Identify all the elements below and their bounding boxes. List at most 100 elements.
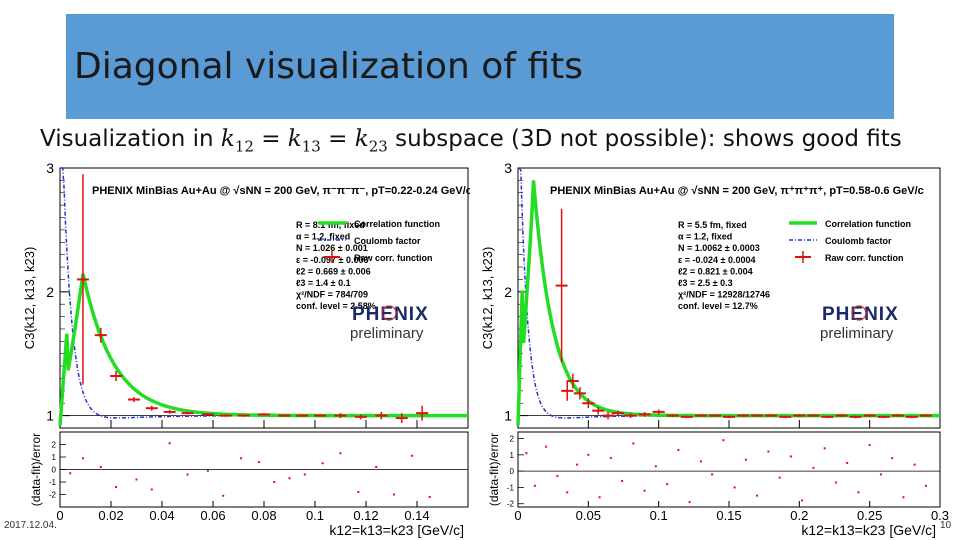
fit-parameter: N = 1.0062 ± 0.0003 [678, 243, 760, 253]
fit-parameter: R = 5.5 fm, fixed [678, 220, 747, 230]
legend-fit-label: Correlation function [825, 219, 911, 229]
residual-point [150, 488, 153, 491]
residual-point [632, 442, 635, 445]
x-tick-label: 0.1 [306, 508, 324, 523]
page-number: 10 [940, 520, 952, 531]
fit-parameter: ℓ3 = 1.4 ± 0.1 [296, 278, 351, 288]
residual-point [666, 483, 669, 486]
phenix-logo: PHENIX [352, 304, 429, 325]
preliminary-label: preliminary [820, 325, 894, 342]
residual-point [206, 469, 209, 472]
residual-point [857, 491, 860, 494]
residual-point [257, 461, 260, 463]
residual-point [288, 477, 291, 480]
y-axis-label: C3(k12, k13, k23) [22, 247, 37, 350]
x-axis-label: k12=k13=k23 [GeV/c] [329, 522, 464, 538]
legend-fit-label: Correlation function [354, 219, 440, 229]
x-tick-label: 0.06 [200, 508, 225, 523]
subtitle-prefix: Visualization in [40, 126, 221, 152]
fit-parameter: R = 8.1 fm, fixed [296, 220, 365, 230]
residual-point [393, 493, 396, 496]
residual-point [767, 450, 770, 453]
residual-point [115, 486, 118, 488]
y-tick-label: 3 [46, 160, 54, 176]
residual-point [879, 473, 882, 476]
resid-y-tick-label: -2 [49, 491, 57, 500]
resid-y-tick-label: 0 [510, 467, 515, 476]
y-tick-label: 1 [46, 408, 54, 424]
fit-parameter: ℓ3 = 2.5 ± 0.3 [678, 278, 733, 288]
fit-parameter: N = 1.026 ± 0.001 [296, 243, 368, 253]
fit-curve [58, 273, 468, 426]
phenix-logo-burst-icon [381, 305, 397, 321]
x-tick-label: 0.25 [857, 508, 882, 523]
residual-point [868, 444, 871, 447]
fit-parameter: conf. level = 12.7% [678, 301, 758, 311]
residual-point [357, 491, 360, 493]
x-tick-label: 0.05 [576, 508, 601, 523]
fit-parameter: ℓ2 = 0.669 ± 0.006 [296, 266, 371, 276]
main-plot-frame [59, 167, 469, 429]
y-axis-label: C3(k12, k13, k23) [482, 247, 495, 350]
residual-point [812, 466, 815, 469]
residual-point [722, 439, 725, 442]
residual-point [846, 461, 849, 464]
preliminary-label: preliminary [350, 325, 424, 342]
residual-point [913, 463, 916, 466]
fit-parameter: α = 1.2, fixed [678, 232, 732, 242]
residual-point [823, 447, 826, 450]
fit-parameter: ℓ2 = 0.821 ± 0.004 [678, 266, 753, 276]
residual-plot-frame [517, 431, 941, 508]
resid-y-tick-label: 1 [510, 451, 515, 460]
legend-coulomb-label: Coulomb factor [354, 236, 421, 246]
fit-parameter: ε = -0.024 ± 0.0004 [678, 255, 756, 265]
resid-y-axis-label: (data-fit)/error [29, 433, 43, 506]
plot-header: PHENIX MinBias Au+Au @ √sNN = 200 GeV, π… [92, 185, 470, 197]
residual-point [643, 489, 646, 492]
residual-point [621, 479, 624, 482]
resid-y-tick-label: -1 [49, 478, 57, 487]
left-plot-panel: 1 2 3 C3(k12, k13, k23) 2 1 0 -1 -2 (data-fit)/er… [0, 160, 470, 540]
residual-point [576, 463, 579, 466]
residual-point [321, 462, 324, 465]
residual-point [99, 466, 102, 468]
x-tick-label: 0.15 [716, 508, 741, 523]
residual-point [222, 494, 225, 497]
residual-point [69, 472, 72, 475]
plot-header: PHENIX MinBias Au+Au @ √sNN = 200 GeV, π… [550, 185, 924, 197]
residual-point [677, 448, 680, 451]
residual-point [609, 457, 612, 460]
fit-parameter: χ²/NDF = 12928/12746 [678, 290, 770, 300]
resid-y-tick-label: -1 [507, 483, 515, 492]
resid-y-tick-label: 2 [510, 435, 515, 444]
residual-point [375, 466, 378, 468]
x-tick-label: 0 [56, 508, 63, 523]
x-axis-label: k12=k13=k23 [GeV/c] [801, 522, 936, 538]
residual-point [891, 457, 894, 460]
residual-point [801, 499, 804, 502]
residual-point [733, 486, 736, 489]
residual-point [902, 496, 905, 499]
left-plot: 1 2 3 C3(k12, k13, k23) 2 1 0 -1 -2 (data-fit)/er… [22, 160, 470, 538]
resid-y-tick-label: 2 [52, 441, 57, 450]
legend-raw-label: Raw corr. function [354, 253, 433, 263]
subtitle-suffix: subspace (3D not possible): shows good f… [387, 126, 902, 152]
y-tick-label: 3 [504, 160, 512, 176]
residual-point [587, 453, 590, 456]
residual-point [339, 452, 342, 455]
residual-point [303, 473, 306, 476]
resid-y-axis-label: (data-fit)/error [487, 433, 501, 506]
residual-point [410, 454, 413, 457]
right-plot-panel: 1 2 3 C3(k12, k13, k23) 2 1 0 -1 -2 (data-fit)/er… [482, 160, 960, 540]
residual-point [654, 465, 657, 468]
residual-point [168, 442, 171, 445]
x-tick-label: 0.02 [98, 508, 123, 523]
x-tick-label: 0.08 [251, 508, 276, 523]
x-tick-label: 0.1 [650, 508, 668, 523]
residual-point [778, 476, 781, 479]
coulomb-curve [61, 167, 468, 419]
subtitle-math: k12 = k13 = k23 [220, 126, 388, 156]
legend-raw-label: Raw corr. function [825, 253, 904, 263]
slide-subtitle: Visualization in k12 = k13 = k23 subspac… [40, 126, 902, 156]
